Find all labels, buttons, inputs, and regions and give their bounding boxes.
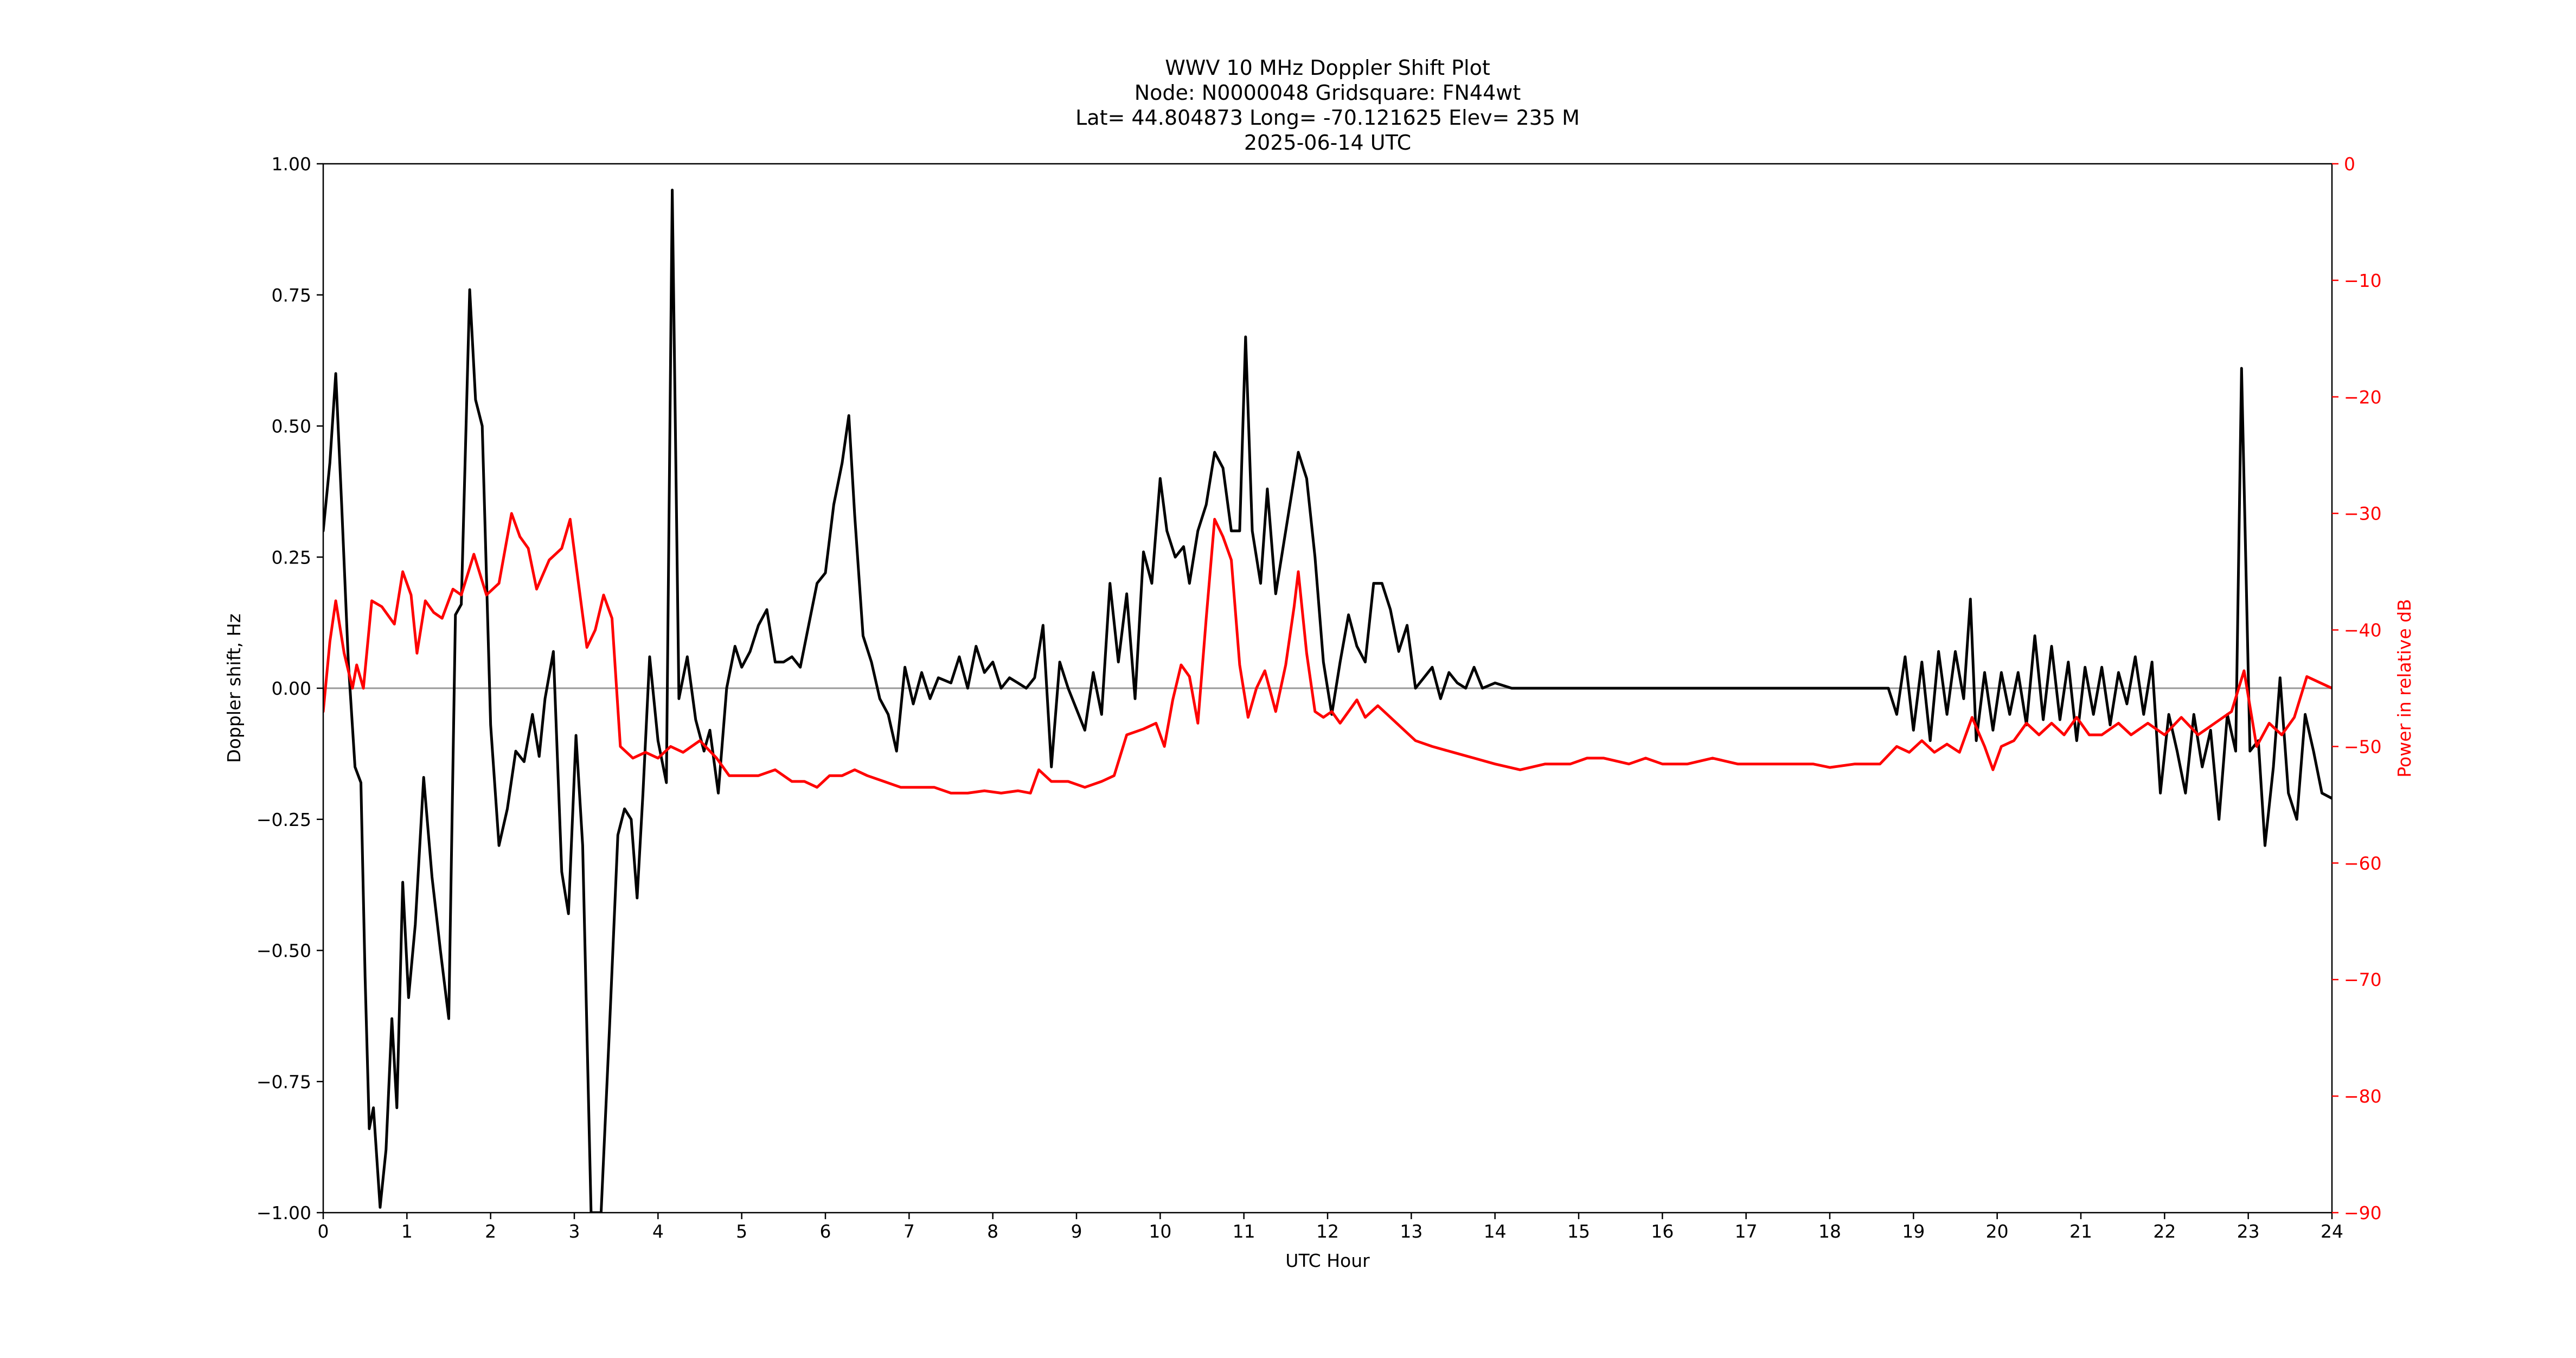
x-tick-label: 1	[401, 1221, 413, 1242]
x-tick-label: 6	[820, 1221, 831, 1242]
x-tick-label: 23	[2237, 1221, 2260, 1242]
right-y-tick-label: −20	[2344, 387, 2382, 408]
x-tick-label: 4	[652, 1221, 664, 1242]
x-tick-label: 9	[1071, 1221, 1082, 1242]
right-y-tick-label: −70	[2344, 969, 2382, 990]
x-tick-label: 16	[1651, 1221, 1674, 1242]
title-line-4: 2025-06-14 UTC	[1244, 131, 1411, 155]
x-tick-label: 18	[1818, 1221, 1841, 1242]
right-y-tick-label: −80	[2344, 1086, 2382, 1107]
left-y-axis-title: Doppler shift, Hz	[223, 613, 245, 763]
x-tick-label: 17	[1735, 1221, 1758, 1242]
x-tick-label: 22	[2153, 1221, 2176, 1242]
left-y-tick-label: 0.75	[272, 285, 311, 306]
left-y-tick-label: 0.00	[272, 678, 311, 699]
power-series-line	[323, 512, 2332, 795]
x-tick-label: 7	[903, 1221, 915, 1242]
x-tick-label: 0	[318, 1221, 329, 1242]
x-tick-label: 12	[1316, 1221, 1339, 1242]
x-tick-label: 19	[1902, 1221, 1925, 1242]
left-y-axis-ticks: 1.00 0.75 0.50 0.25 0.00 −0.25 −0.50 −0.75 −1.00	[257, 153, 323, 1224]
x-tick-label: 11	[1233, 1221, 1255, 1242]
right-y-tick-label: −40	[2344, 620, 2382, 641]
x-tick-label: 10	[1149, 1221, 1171, 1242]
left-y-tick-label: −0.50	[257, 940, 311, 962]
x-tick-label: 2	[485, 1221, 496, 1242]
x-tick-label: 21	[2069, 1221, 2092, 1242]
title-line-3: Lat= 44.804873 Long= -70.121625 Elev= 23…	[1075, 106, 1580, 130]
chart-title: WWV 10 MHz Doppler Shift Plot Node: N000…	[1075, 56, 1580, 155]
left-y-tick-label: −0.25	[257, 809, 311, 830]
x-axis-title: UTC Hour	[1285, 1250, 1370, 1271]
doppler-series-line	[323, 188, 2332, 1213]
x-tick-label: 24	[2321, 1221, 2343, 1242]
x-tick-label: 20	[1986, 1221, 2009, 1242]
left-y-tick-label: −0.75	[257, 1071, 311, 1092]
left-y-tick-label: −1.00	[257, 1202, 311, 1224]
right-y-tick-label: −50	[2344, 736, 2382, 757]
left-y-tick-label: 0.50	[272, 416, 311, 437]
right-y-axis-title: Power in relative dB	[2394, 599, 2415, 777]
right-y-tick-label: −60	[2344, 853, 2382, 874]
x-tick-label: 5	[736, 1221, 747, 1242]
right-y-tick-label: −30	[2344, 503, 2382, 524]
x-tick-label: 8	[987, 1221, 998, 1242]
x-tick-label: 13	[1400, 1221, 1422, 1242]
title-line-2: Node: N0000048 Gridsquare: FN44wt	[1135, 81, 1521, 105]
x-tick-label: 3	[569, 1221, 580, 1242]
right-y-tick-label: −10	[2344, 270, 2382, 291]
left-y-tick-label: 1.00	[272, 153, 311, 175]
title-line-1: WWV 10 MHz Doppler Shift Plot	[1165, 56, 1490, 80]
left-y-tick-label: 0.25	[272, 547, 311, 568]
right-y-tick-label: 0	[2344, 153, 2355, 175]
right-y-tick-label: −90	[2344, 1202, 2382, 1224]
x-tick-label: 15	[1567, 1221, 1590, 1242]
right-y-axis-ticks: 0 −10 −20 −30 −40 −50 −60 −70 −80 −90	[2332, 153, 2382, 1224]
x-tick-label: 14	[1484, 1221, 1507, 1242]
x-axis-ticks: 0 1 2 3 4 5 6 7 8 9 10 11 12 13 14 15 16 17 18 19 20 21 22 23 24	[318, 1213, 2343, 1242]
series-layer	[323, 188, 2332, 1213]
